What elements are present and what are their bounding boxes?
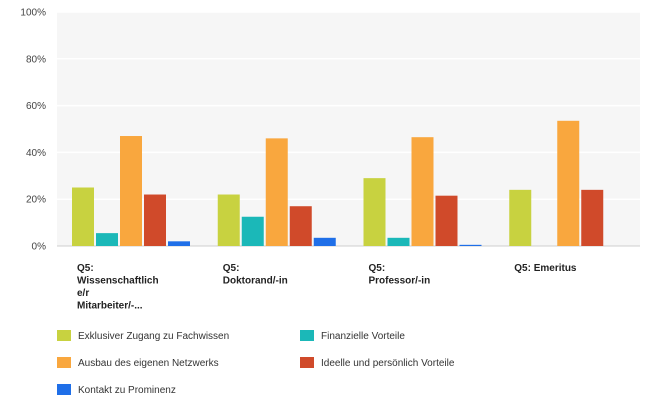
bar <box>289 206 312 246</box>
y-tick-label: 80% <box>26 54 46 65</box>
y-tick-label: 60% <box>26 101 46 112</box>
bar <box>313 237 336 246</box>
legend-label: Kontakt zu Prominenz <box>78 385 176 396</box>
bar <box>241 216 264 246</box>
legend-swatch <box>57 330 71 341</box>
legend-swatch <box>57 357 71 368</box>
legend-label: Ausbau des eigenen Netzwerks <box>78 358 219 369</box>
x-category-label: Q5: Wissenschaftlich e/r Mitarbeiter/-... <box>77 263 159 312</box>
y-tick-label: 20% <box>26 195 46 206</box>
bar <box>509 189 532 246</box>
bar <box>557 120 580 246</box>
legend-label: Ideelle und persönlich Vorteile <box>321 358 455 369</box>
bar <box>581 189 604 246</box>
legend: Exklusiver Zugang zu Fachwissen Finanziel… <box>57 330 455 396</box>
bar <box>168 241 190 246</box>
bar <box>144 194 166 246</box>
bars <box>72 120 604 246</box>
legend-label: Exklusiver Zugang zu Fachwissen <box>78 331 229 342</box>
x-category-label: Q5: Professor/-in <box>369 263 431 287</box>
x-axis: Q5: Wissenschaftlich e/r Mitarbeiter/-... Q5… <box>77 263 577 312</box>
bar <box>120 136 142 246</box>
bar <box>387 237 410 246</box>
bar <box>72 187 94 246</box>
bar <box>411 137 434 246</box>
bar <box>363 178 386 246</box>
x-category-label: Q5: Doktorand/-in <box>223 263 288 287</box>
bar <box>265 138 288 246</box>
bar <box>96 233 118 246</box>
legend-swatch <box>57 384 71 395</box>
bar <box>217 194 240 246</box>
y-tick-label: 0% <box>32 242 47 253</box>
y-tick-label: 100% <box>20 8 46 19</box>
bar <box>435 195 458 246</box>
bar <box>459 244 482 246</box>
legend-swatch <box>300 357 314 368</box>
legend-swatch <box>300 330 314 341</box>
y-axis: 0% 20% 40% 60% 80% 100% <box>20 8 46 253</box>
x-category-label: Q5: Emeritus <box>514 263 577 274</box>
legend-label: Finanzielle Vorteile <box>321 331 405 342</box>
y-tick-label: 40% <box>26 148 46 159</box>
